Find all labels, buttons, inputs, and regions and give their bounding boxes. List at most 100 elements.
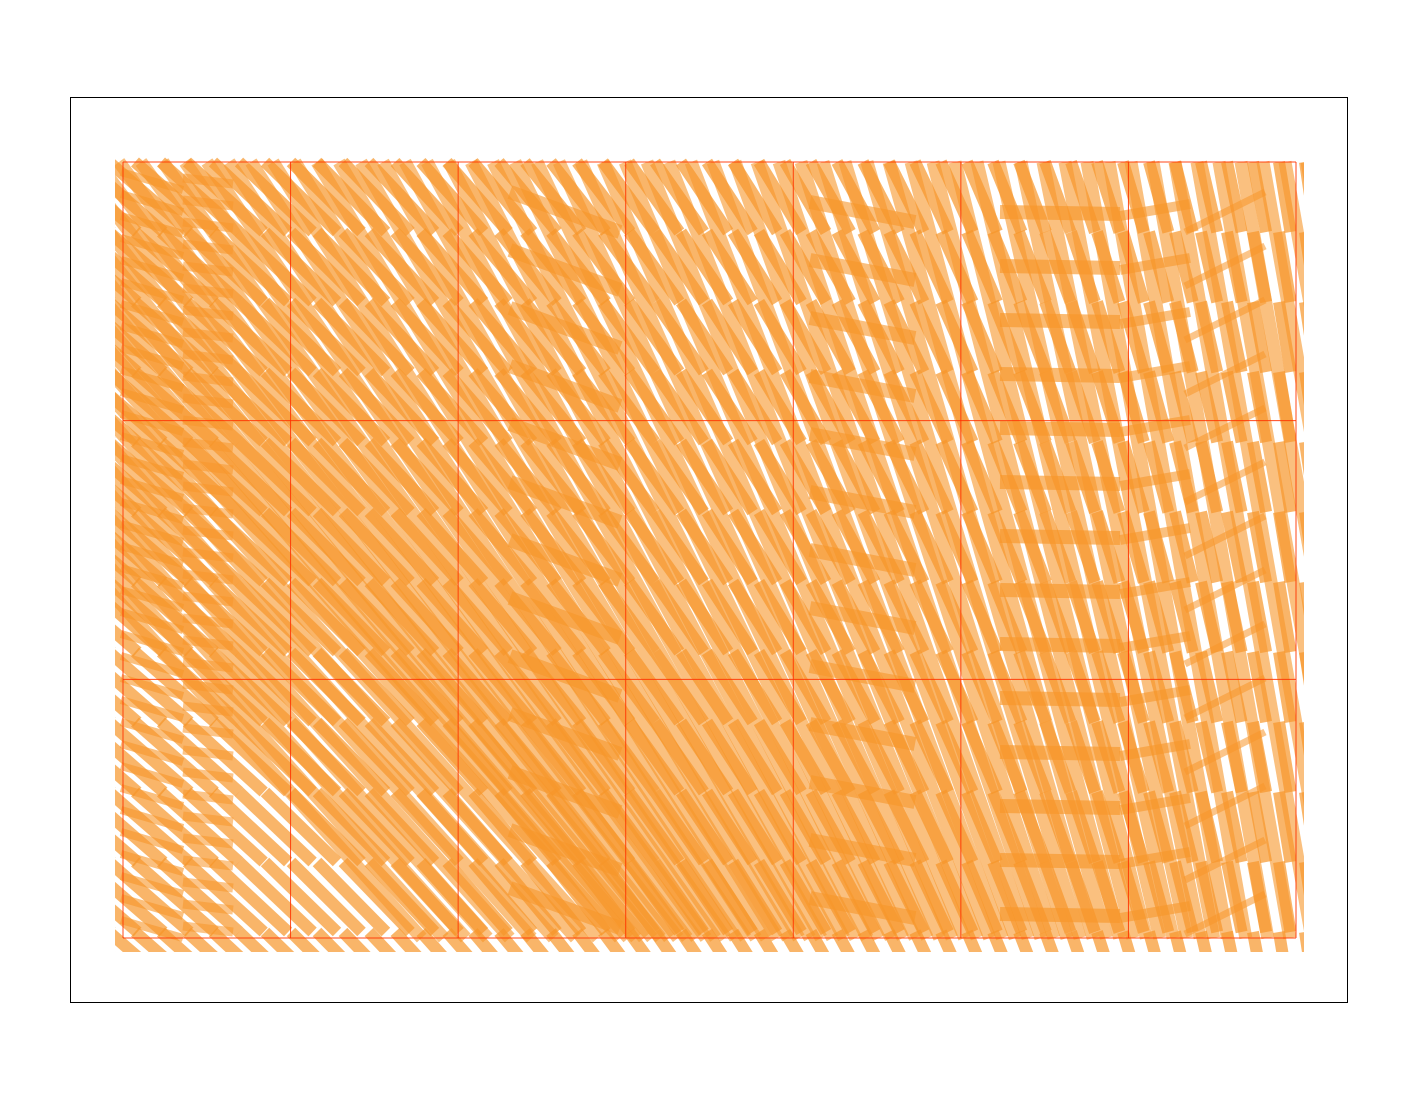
diagonal-stroke [338,787,415,867]
rung-stroke [999,853,1121,869]
short-stroke [119,300,185,326]
diagonal-stroke [182,857,268,937]
diagonal-stroke [115,834,142,867]
sweep-stroke [421,158,850,942]
diagonal-stroke [1247,930,1263,952]
short-stroke [182,305,234,321]
diagonal-stroke [987,929,1008,952]
short-stroke [119,586,185,612]
outer-frame [70,97,1348,1003]
sweep-stroke [1190,160,1304,807]
short-stroke [119,828,185,854]
sweep-stroke [706,159,1009,941]
diagonal-stroke [156,927,193,952]
short-stroke [182,525,234,541]
rung-stroke [999,475,1121,491]
short-stroke [119,234,185,260]
mid-stroke [507,417,623,471]
diagonal-stroke [1221,160,1248,234]
diagonal-stroke [779,928,804,952]
short-stroke [182,195,234,211]
sweep-stroke [750,159,1035,941]
rung-stroke [999,259,1121,275]
short-stroke [119,806,185,832]
short-stroke [182,393,234,409]
mid-stroke [507,475,623,529]
diagonal-stroke [883,929,906,952]
diagonal-stroke [598,928,626,952]
diagonal-stroke [115,624,142,657]
sweep-stroke [772,159,1048,941]
short-stroke [182,239,234,255]
diagonal-stroke [208,787,293,867]
short-stroke [182,723,234,739]
diagonal-stroke [260,927,295,952]
short-stroke [182,349,234,365]
mid-stroke [808,253,917,287]
sweep-stroke [487,159,885,941]
short-stroke [119,608,185,634]
mid-stroke [507,823,623,877]
diagonal-stroke [1091,300,1126,374]
sweep-stroke [115,465,537,943]
mid-stroke [808,311,917,345]
diagonal-stroke [909,929,932,952]
rung-stroke [999,799,1121,815]
mid-stroke [808,833,917,867]
diagonal-stroke [260,857,342,937]
short-stroke [182,877,234,893]
rung-stroke [999,745,1121,761]
mid-stroke [808,659,917,693]
rung-stroke [1183,242,1267,290]
diagonal-stroke [115,764,142,797]
short-stroke [119,542,185,568]
short-stroke [182,437,234,453]
rung-stroke [1183,458,1267,506]
short-stroke [119,850,185,876]
sweep-stroke [1014,160,1193,940]
mid-stroke [507,243,623,297]
sweep-stroke [1234,160,1304,557]
mid-stroke [507,301,623,355]
rung-stroke [1119,901,1191,923]
sweep-stroke [509,159,897,941]
sweep-stroke [115,325,642,943]
sweep-stroke [115,392,603,943]
mid-stroke [507,881,623,935]
short-stroke [119,256,185,282]
diagonal-stroke [468,928,498,952]
short-stroke [119,322,185,348]
diagonal-stroke [442,928,473,952]
diagonal-stroke [234,927,269,952]
diagonal-stroke [312,857,391,937]
rung-stroke [999,205,1121,221]
mid-stroke [507,185,623,239]
diagonal-stroke [234,857,317,937]
short-stroke [119,476,185,502]
rung-stroke [1119,577,1191,599]
short-stroke [119,454,185,480]
short-stroke [182,899,234,915]
mid-stroke [507,359,623,413]
short-stroke [119,652,185,678]
short-stroke [182,745,234,761]
short-stroke [119,344,185,370]
short-stroke [119,916,185,942]
short-stroke [182,855,234,871]
short-stroke [182,327,234,343]
mid-stroke [808,775,917,809]
short-stroke [119,784,185,810]
sweep-stroke [1256,160,1304,433]
short-stroke [119,432,185,458]
sweep-stroke [1146,160,1297,940]
rung-stroke [1183,674,1267,722]
short-stroke [119,894,185,920]
rung-stroke [999,529,1121,545]
diagonal-stroke [115,694,142,727]
diagonal-stroke [1013,929,1034,952]
diagonal-stroke [1247,790,1272,864]
sweep-stroke [1168,160,1304,932]
short-stroke [119,410,185,436]
short-stroke [182,789,234,805]
short-stroke [182,635,234,651]
